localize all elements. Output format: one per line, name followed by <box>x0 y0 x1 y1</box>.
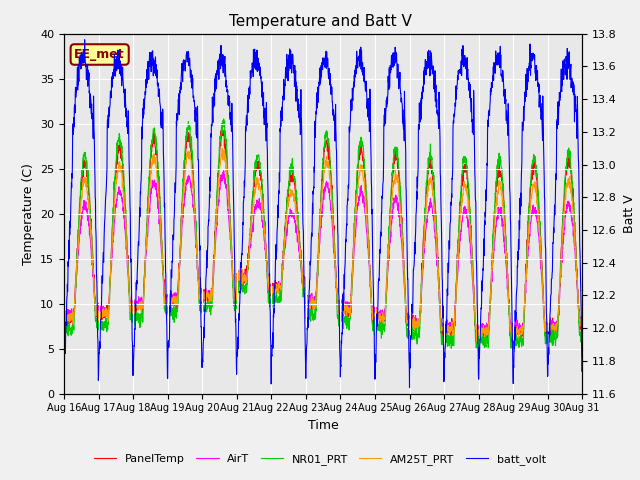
AM25T_PRT <box>473 338 481 344</box>
batt_volt <box>60 356 68 361</box>
AirT <box>579 317 586 323</box>
AM25T_PRT <box>474 329 482 335</box>
AM25T_PRT <box>338 302 346 308</box>
batt_volt <box>474 345 482 351</box>
batt_volt <box>579 358 586 364</box>
AirT <box>510 333 518 338</box>
batt_volt <box>548 276 556 282</box>
AM25T_PRT <box>60 314 68 320</box>
PanelTemp <box>205 291 212 297</box>
NR01_PRT <box>205 302 212 308</box>
NR01_PRT <box>60 326 68 332</box>
Text: Temperature and Batt V: Temperature and Batt V <box>228 14 412 29</box>
Line: batt_volt: batt_volt <box>64 40 582 388</box>
PanelTemp <box>579 318 586 324</box>
AirT <box>548 320 556 326</box>
Line: PanelTemp: PanelTemp <box>64 130 582 342</box>
PanelTemp <box>220 127 228 133</box>
AM25T_PRT <box>218 145 226 151</box>
NR01_PRT <box>474 340 481 346</box>
PanelTemp <box>60 315 68 321</box>
PanelTemp <box>548 323 556 328</box>
batt_volt <box>205 218 212 224</box>
AirT <box>60 316 68 322</box>
Y-axis label: Temperature (C): Temperature (C) <box>22 163 35 264</box>
X-axis label: Time: Time <box>308 419 339 432</box>
AM25T_PRT <box>205 296 212 301</box>
Y-axis label: Batt V: Batt V <box>623 194 636 233</box>
AM25T_PRT <box>548 324 556 330</box>
AirT <box>205 288 212 294</box>
AirT <box>474 327 481 333</box>
AM25T_PRT <box>349 250 357 256</box>
PanelTemp <box>481 339 488 345</box>
batt_volt <box>349 86 357 92</box>
AirT <box>220 168 227 174</box>
AM25T_PRT <box>579 321 586 327</box>
NR01_PRT <box>533 174 541 180</box>
PanelTemp <box>533 178 541 184</box>
Line: AM25T_PRT: AM25T_PRT <box>64 148 582 341</box>
PanelTemp <box>474 327 481 333</box>
NR01_PRT <box>349 251 357 257</box>
NR01_PRT <box>338 318 346 324</box>
batt_volt <box>81 37 88 43</box>
PanelTemp <box>338 303 346 309</box>
batt_volt <box>338 330 346 336</box>
Line: AirT: AirT <box>64 171 582 336</box>
batt_volt <box>406 385 413 391</box>
NR01_PRT <box>579 329 586 335</box>
Line: NR01_PRT: NR01_PRT <box>64 119 582 351</box>
NR01_PRT <box>510 348 518 354</box>
Legend: PanelTemp, AirT, NR01_PRT, AM25T_PRT, batt_volt: PanelTemp, AirT, NR01_PRT, AM25T_PRT, ba… <box>90 450 550 469</box>
PanelTemp <box>349 246 357 252</box>
NR01_PRT <box>548 325 556 331</box>
AM25T_PRT <box>533 201 541 207</box>
NR01_PRT <box>220 116 227 122</box>
Text: EE_met: EE_met <box>74 48 125 61</box>
batt_volt <box>533 75 541 81</box>
AirT <box>338 300 346 305</box>
AirT <box>349 254 357 260</box>
AirT <box>533 218 541 224</box>
